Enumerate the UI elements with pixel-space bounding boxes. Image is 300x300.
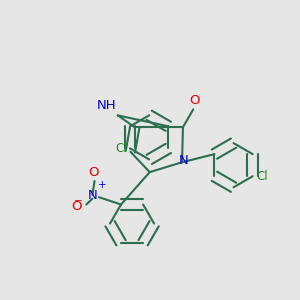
Text: NH: NH: [97, 100, 116, 112]
Text: +: +: [98, 180, 106, 190]
Text: N: N: [88, 189, 98, 202]
Text: O: O: [190, 94, 200, 107]
Text: Cl: Cl: [256, 170, 268, 183]
Text: Cl: Cl: [115, 142, 127, 155]
Text: −: −: [74, 196, 82, 206]
Text: O: O: [72, 200, 82, 213]
Text: N: N: [178, 154, 188, 167]
Text: O: O: [89, 166, 99, 178]
